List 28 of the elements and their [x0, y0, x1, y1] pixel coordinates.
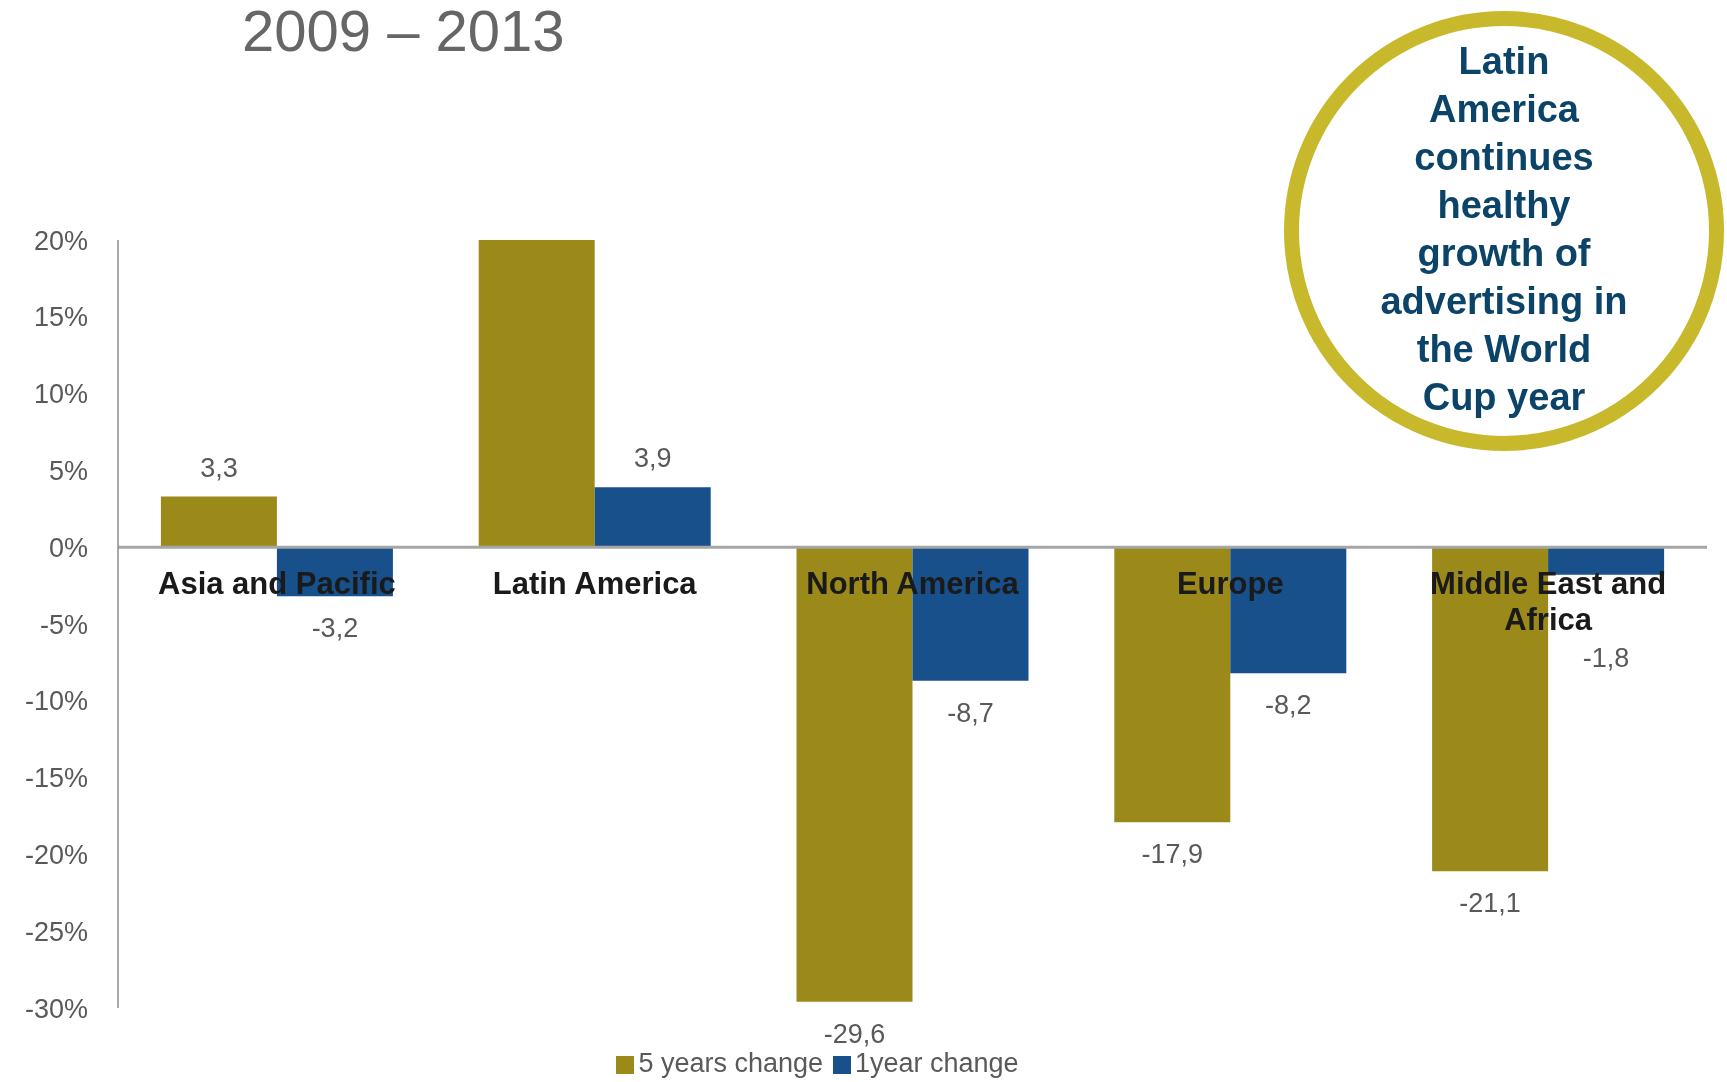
x-tick-label: Latin America: [492, 566, 698, 602]
bar: [594, 487, 711, 548]
bar: [478, 240, 595, 548]
data-label: -29,6: [823, 1018, 886, 1049]
y-tick-label: 20%: [33, 225, 88, 256]
data-label: -8,2: [1265, 690, 1312, 721]
y-tick-label: 15%: [33, 302, 88, 333]
chart-title: 2009 – 2013: [242, 0, 565, 65]
y-tick-label: 10%: [33, 379, 88, 410]
y-tick-label: -20%: [24, 839, 88, 870]
data-label: 3,3: [200, 452, 238, 483]
data-label: -17,9: [1141, 839, 1204, 870]
y-tick-label: 5%: [48, 455, 88, 486]
y-tick-label: -25%: [24, 916, 88, 947]
legend-label: 5 years change: [638, 1048, 823, 1078]
y-tick-label: -5%: [39, 609, 88, 640]
legend-label: 1year change: [855, 1048, 1019, 1078]
y-tick-label: -30%: [24, 993, 88, 1024]
y-tick-label: -10%: [24, 686, 88, 717]
data-label: -1,8: [1582, 643, 1630, 674]
y-tick-label: 0%: [48, 532, 88, 563]
annotation: Latin America continues healthy growth of advertising in the World Cup year: [1379, 39, 1629, 420]
data-label: -21,1: [1459, 888, 1521, 919]
bar: [160, 496, 277, 548]
data-label: -8,7: [947, 697, 994, 728]
data-label: 3,9: [633, 443, 672, 474]
y-tick-label: -15%: [24, 763, 88, 794]
data-label: -3,2: [311, 613, 359, 644]
